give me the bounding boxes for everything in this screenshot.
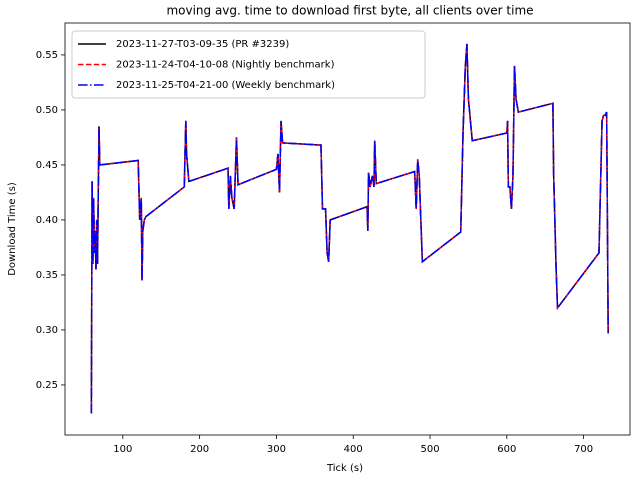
- series-line: [90, 43, 609, 414]
- x-tick-label: 700: [574, 444, 593, 455]
- legend-label: 2023-11-25-T04-21-00 (Weekly benchmark): [116, 80, 335, 91]
- legend-label: 2023-11-27-T03-09-35 (PR #3239): [116, 39, 289, 50]
- y-tick-label: 0.55: [36, 50, 58, 61]
- x-tick-label: 400: [344, 444, 363, 455]
- x-tick-label: 200: [190, 444, 209, 455]
- x-tick-label: 300: [267, 444, 286, 455]
- y-tick-label: 0.45: [36, 160, 58, 171]
- chart-title: moving avg. time to download first byte,…: [166, 4, 533, 18]
- x-axis-label: Tick (s): [326, 463, 363, 474]
- y-tick-label: 0.40: [36, 215, 58, 226]
- y-tick-label: 0.50: [36, 105, 58, 116]
- y-tick-label: 0.35: [36, 270, 58, 281]
- legend-label: 2023-11-24-T04-10-08 (Nightly benchmark): [116, 60, 335, 71]
- x-tick-label: 600: [497, 444, 516, 455]
- y-axis-label: Download Time (s): [7, 182, 18, 276]
- series-line: [90, 43, 609, 414]
- x-tick-label: 100: [113, 444, 132, 455]
- plot-frame: [64, 22, 631, 436]
- x-tick-label: 500: [420, 444, 439, 455]
- y-tick-label: 0.25: [36, 380, 58, 391]
- legend-box: [71, 30, 426, 99]
- y-tick-label: 0.30: [36, 325, 58, 336]
